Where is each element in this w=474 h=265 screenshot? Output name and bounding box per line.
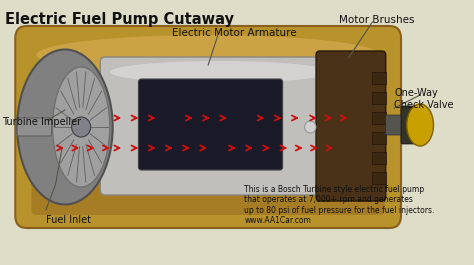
- FancyBboxPatch shape: [316, 51, 386, 201]
- FancyBboxPatch shape: [100, 57, 339, 195]
- Ellipse shape: [17, 50, 113, 205]
- Text: Electric Fuel Pump Cutaway: Electric Fuel Pump Cutaway: [5, 12, 234, 27]
- Text: This is a Bosch Turbine style electric fuel pump
that operates at 7,000+ rpm and: This is a Bosch Turbine style electric f…: [245, 185, 435, 225]
- FancyBboxPatch shape: [373, 92, 386, 104]
- FancyBboxPatch shape: [17, 118, 52, 136]
- Ellipse shape: [53, 67, 110, 187]
- FancyBboxPatch shape: [373, 112, 386, 124]
- Text: Electric Motor Armature: Electric Motor Armature: [172, 28, 297, 38]
- Text: Fuel Inlet: Fuel Inlet: [46, 215, 91, 225]
- Ellipse shape: [407, 104, 434, 146]
- FancyBboxPatch shape: [373, 132, 386, 144]
- Text: One-Way
Check Valve: One-Way Check Valve: [394, 88, 454, 110]
- FancyBboxPatch shape: [31, 170, 385, 215]
- FancyBboxPatch shape: [373, 72, 386, 84]
- Circle shape: [72, 117, 91, 137]
- FancyBboxPatch shape: [386, 115, 409, 135]
- Text: Motor Brushes: Motor Brushes: [339, 15, 414, 25]
- Text: Turbine Impeller: Turbine Impeller: [2, 117, 81, 127]
- Ellipse shape: [110, 61, 329, 83]
- FancyBboxPatch shape: [373, 152, 386, 164]
- Circle shape: [305, 121, 316, 133]
- FancyBboxPatch shape: [138, 79, 283, 170]
- Ellipse shape: [36, 35, 380, 75]
- FancyBboxPatch shape: [401, 106, 422, 144]
- FancyBboxPatch shape: [373, 172, 386, 184]
- FancyBboxPatch shape: [15, 26, 401, 228]
